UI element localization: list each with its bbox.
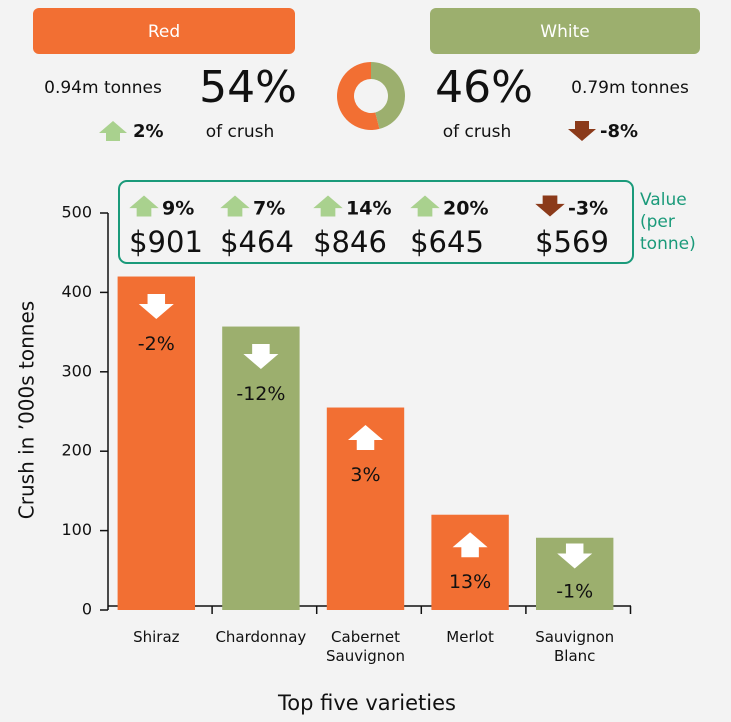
value-change: 9% (162, 198, 194, 220)
red-tonnes: 0.94m tonnes (44, 78, 162, 98)
change-arrow (99, 121, 127, 141)
change-label: -1% (556, 581, 593, 603)
y-tick-label: 400 (61, 282, 92, 301)
change-label: -2% (138, 333, 175, 355)
value-price: $464 (220, 225, 294, 259)
change-arrow (348, 425, 383, 451)
bar (117, 276, 196, 610)
x-axis-title: Top five varieties (277, 691, 456, 715)
value-change: -3% (568, 198, 608, 220)
donut-slice (371, 62, 405, 129)
y-axis-title: Crush in ’000s tonnes (15, 301, 39, 519)
red-label: Red (148, 22, 180, 42)
y-tick-label: 300 (61, 361, 92, 380)
value-change: 14% (346, 198, 391, 220)
x-tick-label: Sauvignon Blanc (535, 628, 615, 665)
y-tick-label: 500 (61, 203, 92, 222)
white-panel (430, 8, 700, 54)
white-label: White (540, 22, 589, 42)
x-tick-label: Shiraz (133, 628, 180, 646)
change-label: -12% (236, 383, 285, 405)
change-arrow (535, 195, 565, 217)
change-arrow (138, 294, 174, 320)
x-tick-label: Cabernet Sauvignon (326, 628, 405, 665)
y-tick-label: 200 (61, 441, 92, 460)
value-change: 7% (253, 198, 285, 220)
bar (222, 326, 300, 610)
change-arrow (220, 195, 250, 217)
red-panel (33, 8, 295, 54)
value-change: 20% (443, 198, 488, 220)
change-arrow (410, 195, 440, 217)
y-tick-label: 100 (61, 520, 92, 539)
change-arrow (243, 344, 279, 370)
red-of-crush: of crush (206, 122, 275, 142)
x-tick-label: Merlot (446, 628, 494, 646)
x-tick-label: Chardonnay (215, 628, 307, 646)
value-price: $645 (410, 225, 484, 259)
change-arrow (557, 543, 593, 569)
white-share: 46% (435, 62, 533, 113)
value-box (118, 180, 634, 264)
value-price: $901 (129, 225, 203, 259)
red-change: 2% (133, 121, 164, 142)
change-arrow (129, 195, 159, 217)
change-arrow (313, 195, 343, 217)
change-label: 13% (449, 571, 491, 593)
y-tick-label: 0 (82, 600, 92, 619)
value-price: $569 (535, 225, 609, 259)
change-arrow (568, 121, 596, 141)
bar (431, 514, 509, 610)
value-price: $846 (313, 225, 387, 259)
white-change: -8% (600, 121, 638, 142)
change-arrow (452, 532, 488, 558)
red-share: 54% (199, 62, 297, 113)
value-box-title: Value (per tonne) (640, 190, 696, 254)
change-label: 3% (350, 464, 380, 486)
white-of-crush: of crush (443, 122, 512, 142)
white-tonnes: 0.79m tonnes (571, 78, 689, 98)
donut-slice (337, 62, 380, 130)
